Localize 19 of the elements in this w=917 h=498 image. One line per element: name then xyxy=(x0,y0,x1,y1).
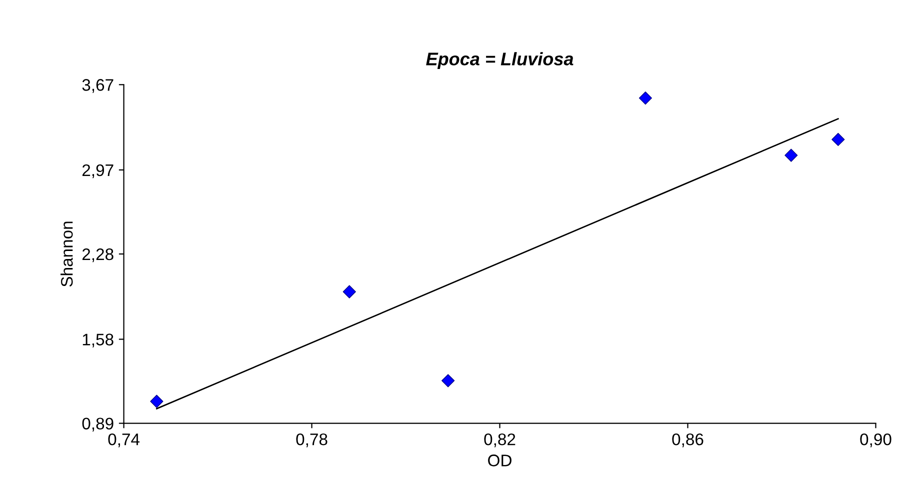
y-tick-label: 2,97 xyxy=(82,164,114,178)
x-tick-label: 0,74 xyxy=(108,433,140,448)
y-axis-title: Shannon xyxy=(60,222,73,287)
y-tick-label: 3,67 xyxy=(82,79,114,93)
point xyxy=(638,92,652,105)
point xyxy=(150,394,164,408)
y-tick-label: 0,89 xyxy=(82,418,114,432)
point xyxy=(784,148,798,162)
x-tick-label: 0,82 xyxy=(484,433,516,448)
x-tick-label: 0,78 xyxy=(296,433,328,448)
point xyxy=(442,374,455,388)
x-tick-label: 0,86 xyxy=(672,433,704,448)
y-tick-label: 2,28 xyxy=(82,248,114,262)
x-tick-label: 0,90 xyxy=(860,433,892,448)
point xyxy=(832,132,845,146)
y-tick-label: 1,58 xyxy=(82,334,114,348)
chart-title: Epoca = Lluviosa xyxy=(426,52,574,69)
point xyxy=(342,285,356,298)
x-axis-title: OD xyxy=(488,454,512,466)
